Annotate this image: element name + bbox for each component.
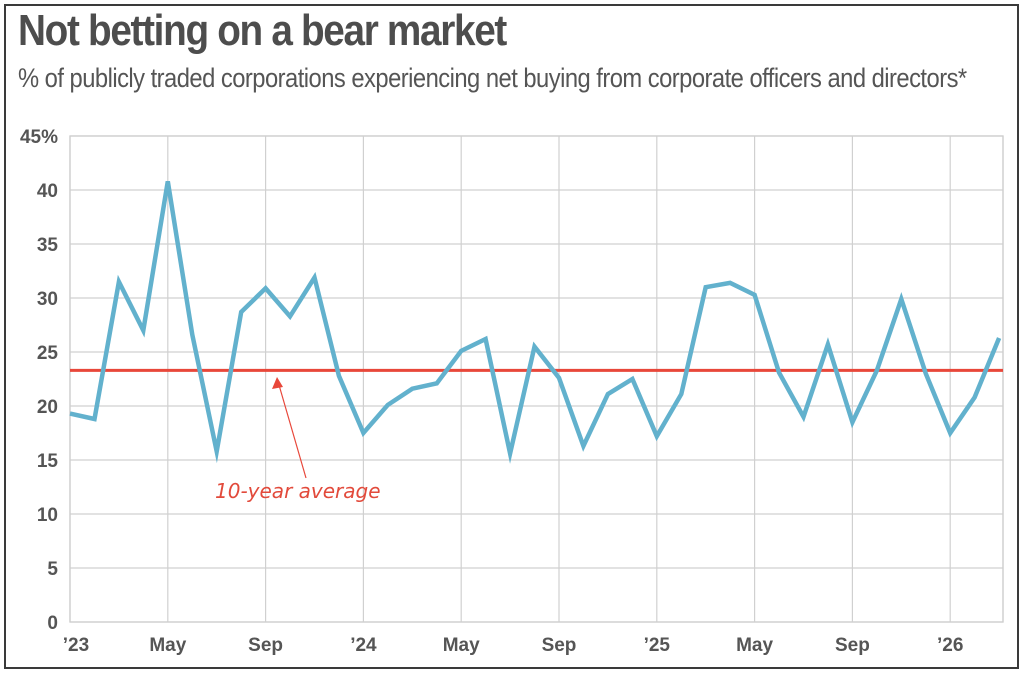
y-tick-label: 15 <box>37 451 59 472</box>
chart-subtitle: % of publicly traded corporations experi… <box>18 63 967 93</box>
x-tick-label: ’23 <box>63 635 89 656</box>
x-tick-label: Sep <box>248 635 283 656</box>
chart-frame <box>4 4 1019 669</box>
y-tick-label: 30 <box>37 289 58 310</box>
series-line <box>69 181 1002 464</box>
y-tick-label: 5 <box>47 559 58 580</box>
plot-area-border <box>69 135 1004 623</box>
grid <box>69 135 1004 623</box>
x-tick-label: ’26 <box>937 635 963 656</box>
x-tick-label: ’25 <box>644 635 671 656</box>
annotation-arrow-shaft <box>278 384 307 479</box>
x-tick-label: May <box>149 635 186 656</box>
y-tick-label: 20 <box>37 397 58 418</box>
annotation-label: 10-year average <box>215 479 381 503</box>
chart-title: Not betting on a bear market <box>18 6 507 55</box>
x-tick-label: Sep <box>835 635 870 656</box>
annotation-arrow-head <box>272 377 283 389</box>
x-tick-label: ’24 <box>350 635 377 656</box>
x-tick-label: May <box>736 635 773 656</box>
x-tick-label: Sep <box>542 635 577 656</box>
y-tick-label: 45% <box>20 127 58 148</box>
y-tick-label: 40 <box>37 181 58 202</box>
y-tick-label: 10 <box>37 505 58 526</box>
x-tick-label: May <box>443 635 480 656</box>
y-tick-label: 0 <box>47 613 58 634</box>
y-tick-label: 35 <box>37 235 59 256</box>
y-axis-ticks: 0 5 10 15 20 25 30 35 40 45% <box>20 127 58 634</box>
average-annotation: 10-year average <box>215 377 381 503</box>
y-tick-label: 25 <box>37 343 59 364</box>
x-axis-ticks: ’23 May Sep ’24 May Sep ’25 May Sep ’26 <box>63 635 964 656</box>
